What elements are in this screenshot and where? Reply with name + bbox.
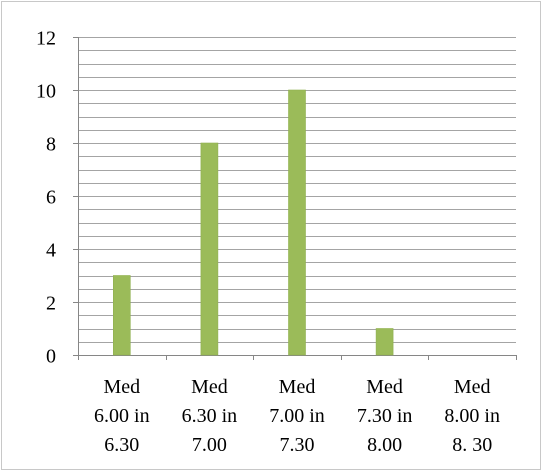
bar: [288, 89, 306, 356]
x-category-label: Med: [103, 376, 140, 398]
y-tick-labels: 0 2 4 6 8 10 12: [36, 28, 56, 368]
x-category-label: 6.30 in: [182, 405, 238, 427]
bars: [113, 89, 394, 356]
y-tick-label: 2: [46, 293, 56, 315]
x-category-label: Med: [366, 376, 403, 398]
y-tick-label: 0: [46, 346, 56, 368]
x-category-label: 7.00 in: [269, 405, 325, 427]
x-category-label: 7.30 in: [357, 405, 413, 427]
bar: [375, 328, 394, 356]
y-tick-label: 12: [36, 28, 56, 50]
x-category-label: Med: [279, 376, 316, 398]
axes: [73, 37, 517, 360]
x-category-labels: Med 6.00 in 6.30 Med 6.30 in 7.00 Med 7.00 in 7.…: [94, 376, 500, 456]
x-category-label: 6.30: [104, 434, 139, 456]
x-category-label: 7.00: [192, 434, 227, 456]
y-tick-label: 4: [46, 240, 56, 262]
x-category-label: Med: [191, 376, 228, 398]
x-category-label: 8.00: [367, 434, 402, 456]
bar: [113, 275, 131, 356]
x-category-label: 7.30: [280, 434, 315, 456]
x-category-label: 6.00 in: [94, 405, 150, 427]
x-category-label: 8.00 in: [444, 405, 500, 427]
bar: [200, 142, 219, 356]
y-tick-label: 8: [46, 134, 56, 156]
y-tick-label: 6: [46, 187, 56, 209]
y-tick-label: 10: [36, 81, 56, 103]
x-category-label: 8. 30: [452, 434, 492, 456]
x-category-label: Med: [454, 376, 491, 398]
